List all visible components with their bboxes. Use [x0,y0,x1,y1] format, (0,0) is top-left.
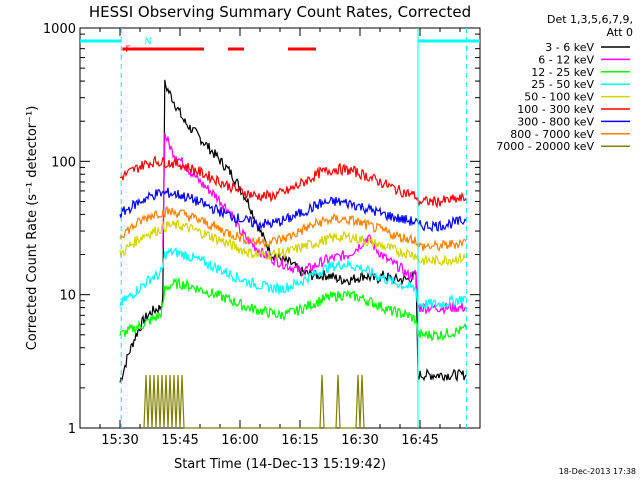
x-tick-label: 16:30 [341,433,378,448]
legend-label: 3 - 6 keV [545,41,594,54]
legend-label: 800 - 7000 keV [510,128,594,141]
plot-frame [79,27,481,429]
legend-label: 50 - 100 keV [524,91,594,104]
footer-date: 18-Dec-2013 17:38 [559,467,636,476]
legend-label: 7000 - 20000 keV [496,140,594,153]
x-tick-label: 16:45 [401,433,438,448]
series-line-e3_6 [119,79,467,383]
legend-label: 6 - 12 keV [538,53,594,66]
series-line-e100_300 [119,154,467,209]
x-tick-label: 15:45 [161,433,198,448]
legend-label: 100 - 300 keV [517,103,594,116]
series-layer [119,79,467,429]
y-tick-label: 1 [68,422,76,437]
legend-label: 25 - 50 keV [531,78,594,91]
plot-area [79,27,481,429]
series-line-e50_100 [119,219,467,267]
legend-label: 300 - 800 keV [517,115,594,128]
series-line-e7000_20000 [143,374,365,429]
legend-header-attenuator: Att 0 [607,26,633,39]
y-tick-label: 10 [59,289,76,304]
flag-label-f: F [125,45,130,55]
x-tick-label: 15:30 [101,433,138,448]
legend-label: 12 - 25 keV [531,66,594,79]
y-tick-label: 100 [51,155,76,170]
y-tick-label: 1000 [43,22,76,37]
x-tick-label: 16:15 [281,433,318,448]
flag-label-n: N [145,37,152,47]
series-line-e6_12 [162,132,467,316]
series-line-e300_800 [119,187,467,233]
series-line-e12_25 [119,277,467,342]
marker-layer [80,28,480,428]
x-axis-label: Start Time (14-Dec-13 15:19:42) [174,457,386,472]
y-axis-label: Corrected Count Rate (s⁻¹ detector⁻¹) [25,106,40,351]
series-line-e25_50 [119,246,467,310]
chart-title: HESSI Observing Summary Count Rates, Cor… [89,3,471,21]
x-tick-label: 16:00 [221,433,258,448]
series-line-e800_7000 [119,205,467,252]
legend-header: Det 1,3,5,6,7,9, [547,13,633,26]
